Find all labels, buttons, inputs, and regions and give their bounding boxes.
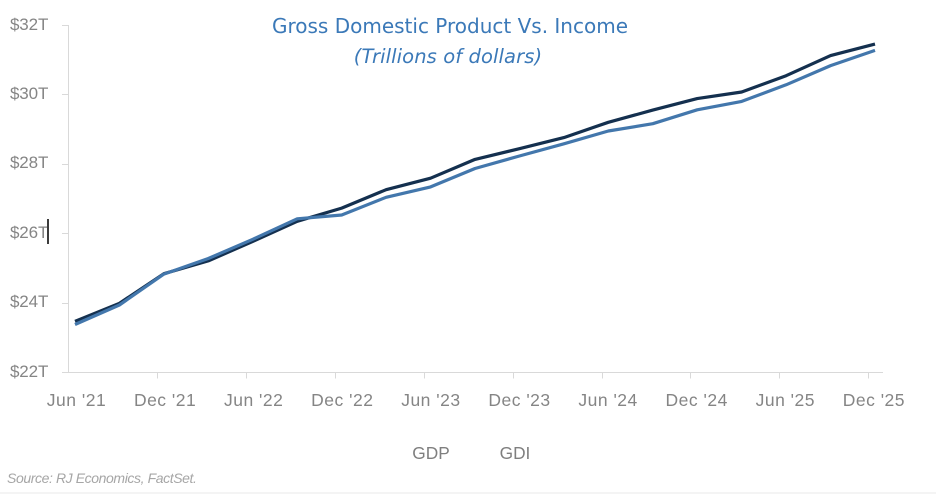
x-axis-label: Dec '25 — [842, 390, 906, 410]
y-axis-label: $28T — [9, 153, 49, 173]
x-axis-label: Jun '23 — [401, 390, 461, 410]
x-axis-label: Jun '22 — [223, 390, 284, 410]
y-axis-label: $26T — [9, 222, 49, 242]
text-cursor-artifact — [47, 219, 49, 244]
series-line-gdi — [74, 48, 876, 326]
legend-label-gdp: GDP — [412, 443, 450, 463]
y-axis-label: $32T — [9, 14, 49, 34]
x-axis-label: Jun '25 — [755, 390, 815, 410]
series-line-gdp — [74, 42, 876, 323]
y-axis-label: $22T — [9, 361, 49, 381]
x-axis-label: Dec '23 — [488, 390, 551, 410]
y-axis-label: $30T — [9, 83, 49, 103]
x-axis-label: Dec '24 — [665, 390, 728, 410]
chart-title: Gross Domestic Product Vs. Income — [271, 14, 628, 38]
legend-label-gdi: GDI — [499, 443, 531, 463]
x-axis-label: Dec '21 — [133, 390, 197, 410]
x-axis-label: Jun '24 — [578, 390, 638, 410]
y-axis-label: $24T — [9, 292, 49, 312]
x-axis-label: Jun '21 — [46, 390, 107, 410]
bottom-strip — [0, 491, 936, 494]
x-axis-label: Dec '22 — [311, 390, 374, 410]
chart-subtitle: (Trillions of dollars) — [353, 45, 543, 68]
source-note: Source: RJ Economics, FactSet. — [7, 470, 197, 486]
